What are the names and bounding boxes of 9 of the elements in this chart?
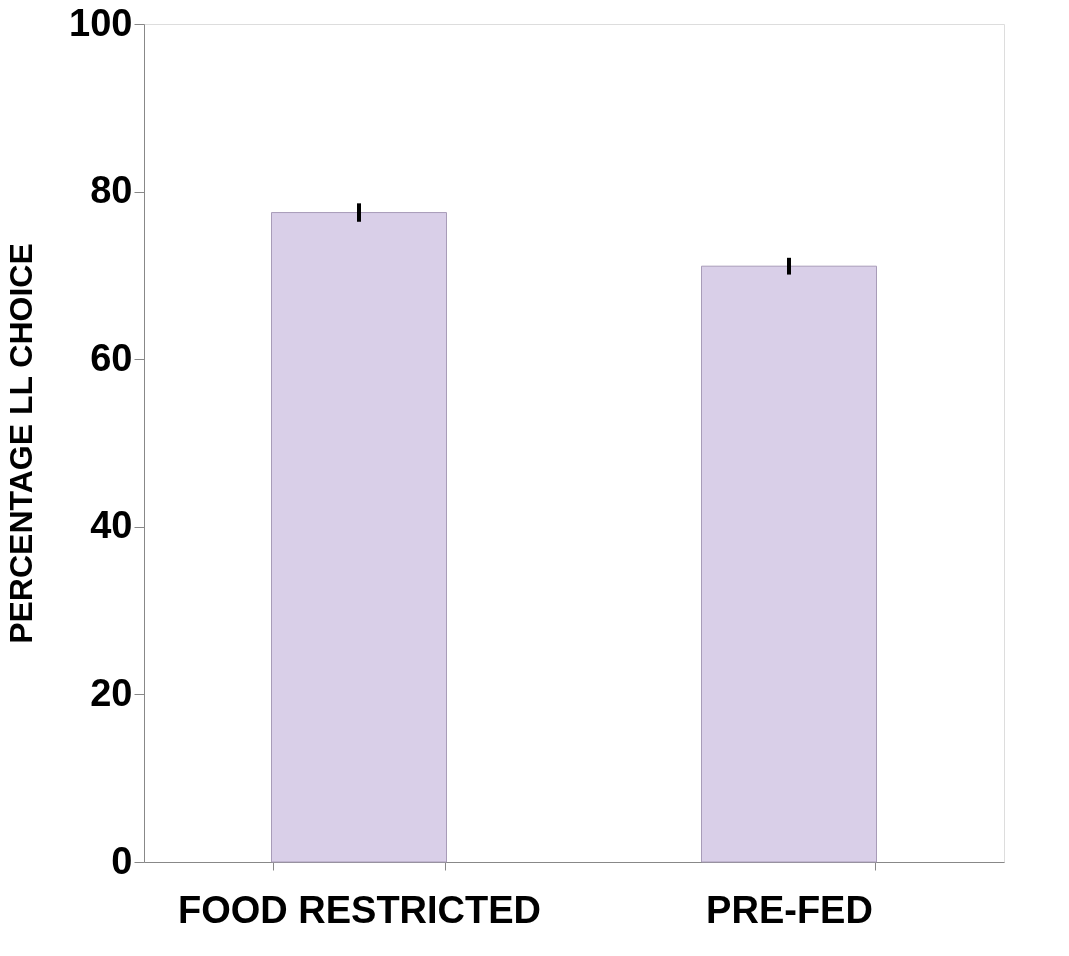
y-axis-title: PERCENTAGE LL CHOICE	[3, 243, 40, 644]
y-tick-label: 60	[90, 336, 133, 379]
y-tick-label: 80	[90, 169, 133, 212]
x-tick-label: FOOD RESTRICTED	[177, 888, 542, 931]
y-tick-label: 20	[90, 671, 133, 714]
x-tick-label: PRE-FED	[706, 888, 873, 931]
y-tick-label: 100	[69, 1, 133, 44]
y-tick-label: 40	[90, 504, 133, 547]
y-tick-label: 0	[111, 839, 133, 882]
